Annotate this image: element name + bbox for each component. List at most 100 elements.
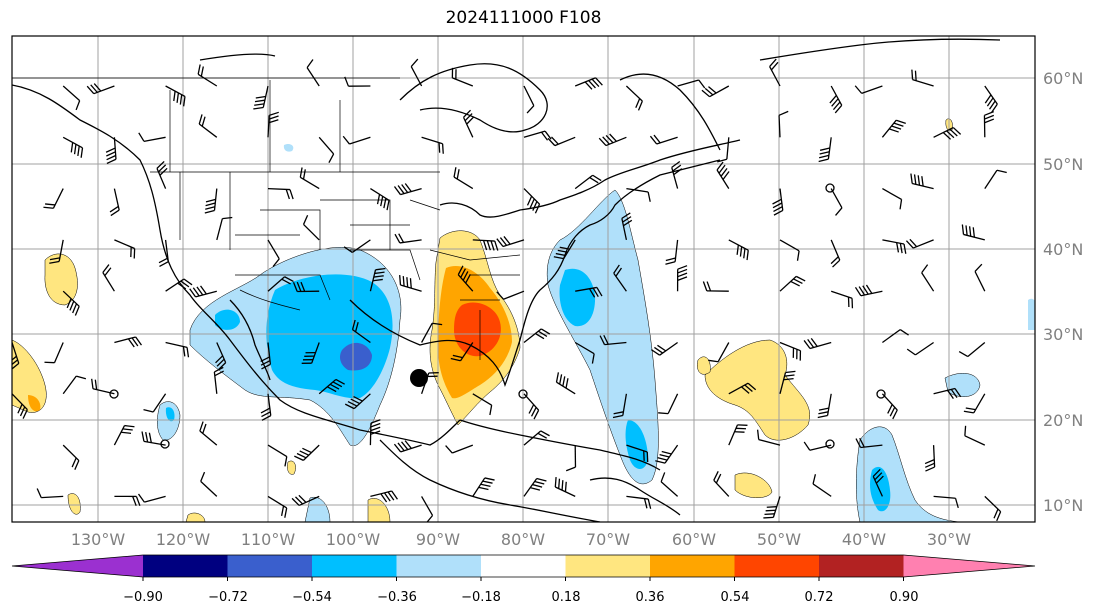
negative-region-atlantic: [546, 189, 659, 485]
colorbar-tick-label: 0.18: [552, 590, 581, 605]
wind-barb-flag: [222, 216, 233, 220]
wind-barb-flag: [637, 100, 643, 111]
wind-barb-flag: [623, 219, 633, 227]
wind-barb-flag: [657, 344, 667, 352]
wind-barb-flag: [465, 273, 471, 284]
wind-barb-flag: [302, 447, 312, 454]
wind-barb: [964, 435, 986, 446]
wind-barb-flag: [122, 428, 133, 431]
wind-barb-flag: [183, 278, 193, 286]
wind-barb-flag: [453, 167, 457, 178]
wind-barb-flag: [647, 191, 651, 202]
wind-barb-flag: [713, 471, 719, 481]
lon-label: 120°W: [156, 530, 211, 549]
wind-barb-flag: [253, 106, 264, 110]
wind-barb-flag: [94, 379, 98, 390]
wind-barb-flag: [947, 389, 954, 399]
wind-barb: [12, 495, 13, 497]
wind-barb-flag: [965, 407, 976, 411]
wind-barb-flag: [180, 280, 190, 288]
wind-barb-flag: [205, 198, 216, 203]
wind-barb-flag: [386, 200, 390, 211]
wind-barb: [12, 239, 13, 241]
wind-barb-flag: [835, 207, 843, 216]
wind-barb-flag: [530, 407, 537, 417]
wind-barb-flag: [559, 374, 563, 385]
wind-barb-flag: [214, 366, 224, 373]
wind-barb-flag: [289, 189, 294, 200]
wind-barb-flag: [399, 275, 402, 286]
wind-barb-flag: [665, 261, 676, 265]
wind-barb-flag: [954, 388, 962, 398]
wind-barb-flag: [216, 358, 225, 367]
wind-barb-flag: [106, 158, 117, 165]
wind-barb-flag: [145, 432, 149, 443]
wind-barb-flag: [284, 456, 288, 467]
wind-barb-flag: [372, 278, 383, 282]
lon-label: 50°W: [757, 530, 801, 549]
wind-barb-flag: [592, 287, 599, 298]
wind-barb-flag: [718, 164, 726, 174]
negative-region-gulf-mid: [266, 274, 393, 399]
wind-barb-flag: [595, 77, 603, 86]
wind-barb-flag: [86, 85, 95, 95]
wind-barb-flag: [391, 490, 398, 500]
colorbar-tick-label: 0.72: [805, 590, 834, 605]
wind-barb-flag: [344, 403, 355, 410]
wind-barb-flag: [783, 377, 794, 381]
wind-barb-flag: [746, 250, 749, 261]
wind-barb-flag: [456, 169, 460, 180]
wind-barb: [660, 481, 679, 497]
wind-barb-flag: [778, 110, 789, 116]
wind-barb-flag: [702, 281, 708, 292]
wind-barb-flag: [43, 206, 54, 209]
wind-barb-flag: [588, 288, 596, 298]
wind-barb-flag: [202, 423, 207, 434]
colorbar-segment: [396, 555, 482, 577]
wind-barb-flag: [441, 143, 444, 154]
wind-barb: [915, 341, 934, 356]
colorbar-segment: [565, 555, 651, 577]
wind-barb-flag: [480, 483, 491, 487]
wind-barb: [306, 67, 320, 87]
colorbar-tick-label: 0.36: [636, 590, 665, 605]
wind-barb-flag: [909, 238, 918, 248]
wind-barb-flag: [701, 89, 710, 98]
wind-barb-flag: [605, 134, 614, 144]
wind-barb-flag: [387, 491, 395, 501]
wind-barb-flag: [156, 160, 165, 169]
wind-barb: [726, 137, 730, 160]
wind-barb: [303, 223, 320, 241]
wind-barb-flag: [484, 477, 495, 481]
wind-barb-flag: [284, 276, 294, 283]
wind-barb-flag: [460, 268, 466, 278]
wind-barb-flag: [350, 398, 360, 405]
wind-barb-flag: [260, 360, 271, 366]
wind-barb-flag: [499, 237, 508, 246]
wind-barb-flag: [766, 506, 777, 508]
wind-barb-flag: [899, 329, 909, 336]
wind-barb-flag: [106, 151, 116, 157]
wind-barb-flag: [464, 113, 473, 122]
wind-barb-flag: [796, 250, 800, 261]
colorbar-tick-label: −0.18: [461, 590, 501, 605]
wind-barb-flag: [950, 389, 958, 399]
wind-barb-flag: [486, 240, 491, 251]
wind-barb-flag: [899, 199, 903, 210]
wind-barb-flag: [892, 409, 898, 420]
wind-barb-flag: [342, 135, 350, 145]
wind-barb-flag: [672, 164, 682, 172]
wind-barb-flag: [254, 99, 265, 103]
wind-barb: [216, 218, 223, 241]
wind-barb: [144, 495, 166, 503]
wind-barb-flag: [769, 58, 777, 68]
wind-barb-flag: [214, 370, 224, 377]
wind-barb-flag: [891, 125, 902, 130]
wind-barb-flag: [812, 474, 817, 485]
wind-barb: [779, 239, 800, 252]
colorbar-segment: [481, 555, 566, 577]
wind-barb-flag: [913, 174, 917, 185]
wind-barb-flag: [393, 443, 402, 453]
wind-barb-flag: [260, 356, 270, 363]
wind-barb: [62, 375, 77, 395]
